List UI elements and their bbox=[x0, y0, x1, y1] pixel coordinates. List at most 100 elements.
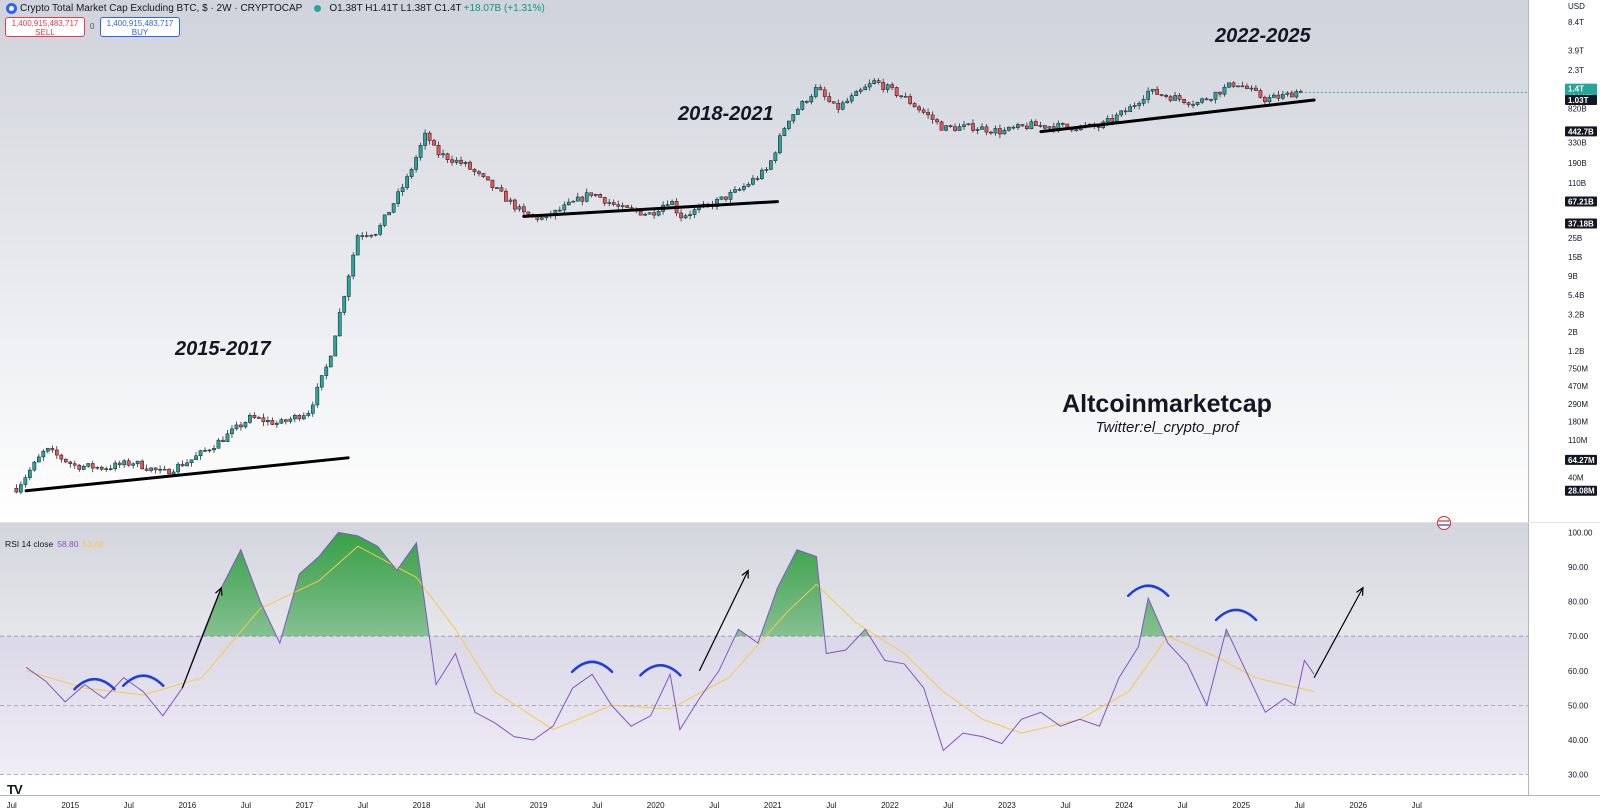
sell-price: 1,400,915,483,717 bbox=[11, 19, 79, 28]
support-trendline bbox=[1039, 98, 1316, 134]
candle-body bbox=[863, 86, 868, 91]
rsi-axis-tick-label: 80.00 bbox=[1568, 598, 1589, 607]
candle-body bbox=[351, 254, 356, 277]
candle-body bbox=[1200, 98, 1204, 103]
candle-body bbox=[993, 128, 998, 134]
candle-body bbox=[216, 439, 221, 449]
candle-body bbox=[962, 124, 966, 127]
time-axis-tick-label: Jul bbox=[1412, 801, 1422, 810]
candle-body bbox=[310, 404, 315, 414]
sell-button[interactable]: 1,400,915,483,717 SELL bbox=[5, 17, 85, 37]
candle-body bbox=[391, 203, 396, 213]
candle-body bbox=[1065, 123, 1070, 128]
candle-body bbox=[387, 211, 391, 216]
us-flag-icon bbox=[1437, 516, 1451, 530]
candle-body bbox=[414, 157, 418, 170]
candle-body bbox=[450, 159, 454, 163]
time-axis-tick-label: Jul bbox=[1295, 801, 1305, 810]
candle-body bbox=[337, 312, 342, 337]
candle-body bbox=[1227, 82, 1231, 88]
ohlc-values: O1.38T H1.41T L1.38T C1.4T bbox=[329, 2, 462, 14]
candle-body bbox=[849, 95, 854, 102]
candle-body bbox=[787, 120, 791, 129]
buy-button[interactable]: 1,400,915,483,717 BUY bbox=[100, 17, 180, 37]
candle-body bbox=[845, 100, 850, 104]
rsi-peak-arc bbox=[639, 664, 682, 677]
candle-body bbox=[769, 160, 773, 170]
price-axis-badge-label: 37.18B bbox=[1568, 219, 1594, 228]
candle-body bbox=[1177, 95, 1182, 100]
candle-body bbox=[36, 456, 41, 463]
rsi-trend-arrowhead bbox=[741, 569, 749, 579]
currency-selector[interactable]: USD bbox=[1568, 2, 1585, 11]
time-axis-tick-label: Jul bbox=[7, 801, 17, 810]
candle-body bbox=[486, 176, 490, 181]
symbol-title[interactable]: Crypto Total Market Cap Excluding BTC, $… bbox=[20, 2, 303, 14]
time-axis-tick-label: Jul bbox=[241, 801, 251, 810]
candle-body bbox=[809, 96, 814, 103]
candle-body bbox=[1164, 94, 1168, 97]
candle-body bbox=[679, 212, 683, 219]
candle-body bbox=[1155, 88, 1159, 95]
candle-body bbox=[557, 209, 562, 212]
candle-body bbox=[90, 463, 95, 469]
market-status-icon bbox=[314, 4, 322, 12]
candle-body bbox=[54, 449, 59, 456]
price-axis-tick-label: 8.4T bbox=[1568, 18, 1584, 27]
price-scale-background bbox=[1528, 0, 1600, 812]
candle-body bbox=[764, 169, 769, 171]
candle-body bbox=[288, 418, 293, 422]
rsi-legend[interactable]: RSI 14 close 58.80 53.88 bbox=[5, 539, 104, 549]
candle-body bbox=[19, 484, 23, 493]
candle-body bbox=[683, 215, 688, 219]
candle-body bbox=[77, 464, 82, 470]
rsi-axis-tick-label: 30.00 bbox=[1568, 771, 1589, 780]
candle-body bbox=[63, 458, 68, 463]
candle-body bbox=[104, 468, 109, 470]
time-axis-tick-label: Jul bbox=[943, 801, 953, 810]
watermark-subtitle: Twitter:el_crypto_prof bbox=[1095, 419, 1240, 436]
candle-body bbox=[81, 466, 86, 470]
price-axis-tick-label: 330B bbox=[1568, 138, 1587, 147]
candle-body bbox=[1096, 126, 1101, 128]
candle-body bbox=[328, 355, 333, 368]
candle-body bbox=[602, 197, 607, 204]
price-axis-badge bbox=[1565, 485, 1597, 496]
candle-body bbox=[751, 178, 755, 185]
candle-body bbox=[836, 102, 841, 110]
candle-body bbox=[1016, 124, 1020, 128]
candle-body bbox=[589, 192, 594, 196]
candle-body bbox=[876, 80, 881, 83]
candle-body bbox=[126, 460, 131, 466]
candle-body bbox=[539, 217, 544, 220]
candle-body bbox=[373, 233, 378, 236]
candle-body bbox=[688, 214, 692, 216]
price-axis-badge-label: 28.08M bbox=[1568, 487, 1595, 496]
candle-body bbox=[984, 126, 989, 133]
candle-body bbox=[144, 468, 149, 471]
candle-body bbox=[1137, 103, 1142, 106]
candle-body bbox=[948, 125, 953, 127]
rsi-trend-arrow bbox=[1313, 587, 1364, 679]
candle-body bbox=[333, 335, 338, 357]
tradingview-logo-icon[interactable]: TV bbox=[7, 782, 23, 797]
price-axis-tick-label: 470M bbox=[1568, 382, 1588, 391]
candle-body bbox=[742, 186, 746, 190]
candle-body bbox=[1002, 129, 1007, 135]
candle-body bbox=[733, 189, 737, 193]
candle-body bbox=[980, 126, 984, 130]
time-axis-tick-label: 2017 bbox=[296, 801, 314, 810]
time-axis-tick-label: 2016 bbox=[178, 801, 196, 810]
chart-header: Crypto Total Market Cap Excluding BTC, $… bbox=[0, 0, 545, 16]
time-axis-tick-label: 2020 bbox=[647, 801, 665, 810]
time-axis-tick-label: 2023 bbox=[998, 801, 1016, 810]
candle-body bbox=[773, 152, 778, 161]
candle-body bbox=[68, 461, 73, 464]
candle-body bbox=[23, 477, 28, 485]
candle-body bbox=[468, 161, 472, 170]
candle-body bbox=[1236, 85, 1240, 88]
candle-body bbox=[975, 129, 980, 131]
candle-body bbox=[1290, 92, 1294, 98]
rsi-trend-arrowhead bbox=[215, 586, 223, 596]
